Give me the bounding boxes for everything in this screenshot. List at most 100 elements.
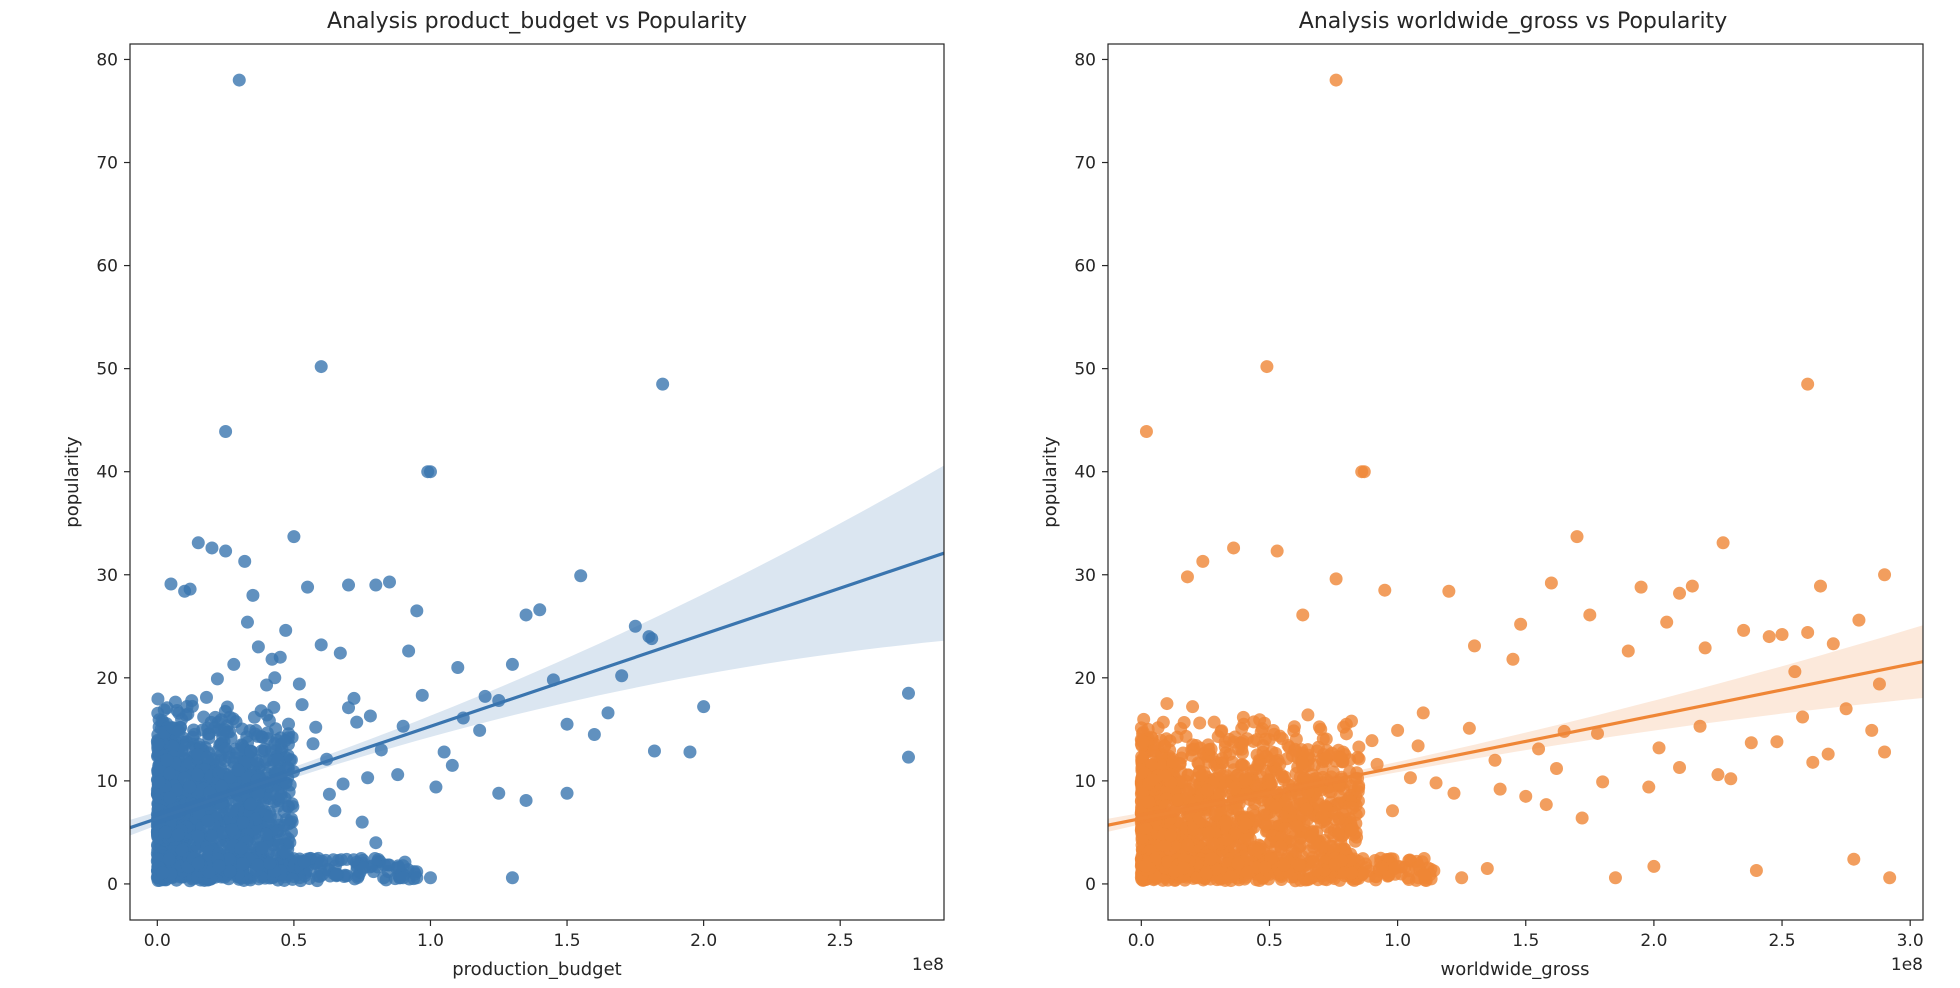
cluster-point [175, 713, 189, 727]
cluster-point [1147, 744, 1161, 758]
data-point [1514, 617, 1528, 631]
data-point [369, 836, 383, 850]
x-tick-label: 2.5 [1769, 931, 1796, 951]
cluster-point [1344, 854, 1358, 868]
data-point [1660, 615, 1674, 629]
right-x-offset-label: 1e8 [1891, 955, 1923, 975]
x-tick-label: 0.0 [1128, 931, 1155, 951]
x-tick-label: 1.5 [1512, 931, 1539, 951]
data-point [505, 657, 519, 671]
cluster-point [201, 721, 215, 735]
y-tick-label: 60 [1074, 257, 1096, 277]
data-point [473, 723, 487, 737]
left-y-axis-label: popularity [62, 436, 83, 528]
data-point [1711, 768, 1725, 782]
data-point [423, 871, 437, 885]
cluster-point [1138, 859, 1152, 873]
cluster-point [1352, 740, 1366, 754]
x-tick-label: 3.0 [1897, 931, 1924, 951]
y-tick-label: 70 [96, 154, 118, 174]
data-point [1596, 775, 1610, 789]
cluster-point [1256, 745, 1270, 759]
cluster-point [166, 739, 180, 753]
data-point [159, 825, 173, 839]
confidence-band [1108, 625, 1923, 832]
cluster-point [1344, 823, 1358, 837]
x-tick-label: 0.5 [1256, 931, 1283, 951]
data-point [1365, 734, 1379, 748]
data-point [287, 530, 301, 544]
cluster-point [151, 692, 165, 706]
data-point [1403, 771, 1417, 785]
data-point [402, 644, 416, 658]
data-point [219, 544, 233, 558]
cluster-point [1210, 873, 1224, 887]
cluster-point [1224, 870, 1238, 884]
data-point [1227, 541, 1241, 555]
cluster-point [183, 780, 197, 794]
cluster-point [214, 713, 228, 727]
cluster-point [391, 861, 405, 875]
data-point [333, 646, 347, 660]
cluster-point [244, 744, 258, 758]
cluster-point [1258, 817, 1272, 831]
data-point [1762, 630, 1776, 644]
cluster-point [229, 715, 243, 729]
y-tick-label: 50 [96, 360, 118, 380]
cluster-point [281, 832, 295, 846]
data-point [1839, 702, 1853, 716]
data-point [1329, 73, 1343, 87]
cluster-point [1307, 840, 1321, 854]
cluster-point [191, 829, 205, 843]
cluster-point [1164, 828, 1178, 842]
right-chart-panel: Analysis worldwide_gross vs Popularity 0… [1040, 9, 1924, 980]
cluster-point [1247, 715, 1261, 729]
cluster-point [1231, 856, 1245, 870]
cluster-point [1356, 866, 1370, 880]
data-point [451, 661, 465, 675]
data-point [1878, 568, 1892, 582]
y-tick-label: 30 [1074, 566, 1096, 586]
cluster-point [1304, 830, 1318, 844]
y-tick-label: 0 [1085, 875, 1096, 895]
cluster-point [152, 713, 166, 727]
cluster-point [1222, 732, 1236, 746]
cluster-point [278, 734, 292, 748]
data-point [1275, 732, 1289, 746]
data-point [587, 727, 601, 741]
data-point [1160, 697, 1174, 711]
data-point [445, 758, 459, 772]
left-regression [130, 465, 944, 836]
data-point [1806, 755, 1820, 769]
data-point [1250, 733, 1264, 747]
data-point [1872, 677, 1886, 691]
data-point [1883, 871, 1897, 885]
data-point [1314, 722, 1328, 736]
cluster-point [1352, 779, 1366, 793]
data-point [1357, 465, 1371, 479]
data-point [1370, 757, 1384, 771]
cluster-point [1239, 817, 1253, 831]
cluster-point [152, 775, 166, 789]
data-point [1378, 583, 1392, 597]
cluster-point [367, 865, 381, 879]
data-point [1329, 572, 1343, 586]
data-point [1416, 706, 1430, 720]
y-tick-label: 80 [1074, 50, 1096, 70]
cluster-point [356, 861, 370, 875]
data-point [279, 623, 293, 637]
cluster-point [1274, 840, 1288, 854]
data-point [1462, 721, 1476, 735]
data-point [1652, 741, 1666, 755]
cluster-point [271, 799, 285, 813]
data-point [210, 672, 224, 686]
cluster-point [1317, 841, 1331, 855]
data-point [1583, 608, 1597, 622]
cluster-point [1139, 821, 1153, 835]
data-point [1796, 710, 1810, 724]
data-point [645, 632, 659, 646]
data-point [1698, 641, 1712, 655]
data-point [1288, 744, 1302, 758]
cluster-point [1346, 801, 1360, 815]
cluster-point [163, 791, 177, 805]
